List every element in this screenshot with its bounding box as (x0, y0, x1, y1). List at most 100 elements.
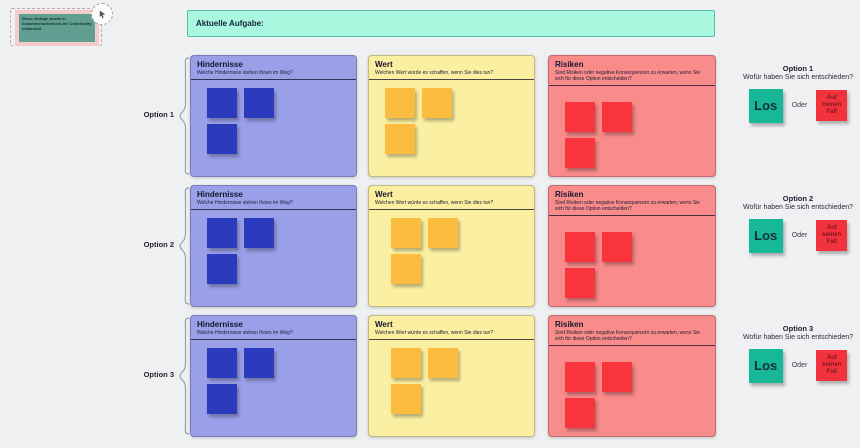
decision-title: Option 3 (782, 324, 814, 333)
panel-hindernisse-row3[interactable]: Hindernisse Welche Hindernisse stehen Ih… (190, 315, 357, 437)
panel-subtitle: Welchen Wert würde es schaffen, wenn Sie… (375, 330, 494, 336)
panel-title: Wert (375, 190, 393, 199)
no-go-sticky-note[interactable]: Auf keinen Fall (816, 220, 848, 251)
panel-body (369, 210, 534, 306)
collab-cursor-badge (91, 3, 113, 25)
option-row-3: Option 3 Hindernisse Welche Hindernisse … (0, 315, 860, 437)
panel-header: Hindernisse Welche Hindernisse stehen Ih… (191, 186, 356, 210)
panel-title: Hindernisse (197, 60, 243, 69)
sticky-note[interactable] (391, 218, 421, 248)
go-sticky-note[interactable]: Los (748, 88, 783, 123)
sticky-note[interactable] (207, 88, 237, 118)
sticky-note[interactable] (602, 232, 632, 262)
sticky-note[interactable] (565, 232, 595, 262)
panel-title: Risiken (555, 320, 584, 329)
sticky-note[interactable] (422, 88, 452, 118)
panel-subtitle: Welche Hindernisse stehen Ihnen im Weg? (197, 70, 293, 76)
sticky-note[interactable] (602, 102, 632, 132)
decision-question: Wofür haben Sie sich entschieden? (743, 204, 853, 211)
sticky-note[interactable] (565, 138, 595, 168)
sticky-note[interactable] (385, 88, 415, 118)
panel-header: Hindernisse Welche Hindernisse stehen Ih… (191, 316, 356, 340)
row-brace-icon (179, 187, 190, 305)
sticky-note[interactable] (428, 218, 458, 248)
row-label-option-3: Option 3 (143, 370, 174, 379)
or-label: Oder (791, 102, 808, 109)
task-banner-label: Aktuelle Aufgabe: (196, 19, 264, 28)
sticky-note[interactable] (565, 102, 595, 132)
panel-header: Risiken Sind Risiken oder negative Konse… (549, 56, 715, 86)
sticky-note[interactable] (244, 218, 274, 248)
sticky-note[interactable] (565, 398, 595, 428)
info-sticky-note[interactable]: Diese Vorlage wurde in Zusammenarbeit mi… (19, 14, 95, 42)
panel-body (191, 210, 356, 306)
no-go-sticky-note[interactable]: Auf keinen Fall (816, 350, 848, 381)
or-label: Oder (791, 362, 808, 369)
sticky-note[interactable] (428, 348, 458, 378)
panel-body (549, 86, 715, 176)
panel-wert-row2[interactable]: Wert Welchen Wert würde es schaffen, wen… (368, 185, 535, 307)
panel-risiken-row2[interactable]: Risiken Sind Risiken oder negative Konse… (548, 185, 716, 307)
panel-risiken-row3[interactable]: Risiken Sind Risiken oder negative Konse… (548, 315, 716, 437)
decision-block-option-1: Option 1 Wofür haben Sie sich entschiede… (736, 64, 860, 123)
sticky-note[interactable] (565, 268, 595, 298)
or-label: Oder (791, 232, 808, 239)
option-row-1: Option 1 Hindernisse Welche Hindernisse … (0, 55, 860, 177)
panel-risiken-row1[interactable]: Risiken Sind Risiken oder negative Konse… (548, 55, 716, 177)
panel-wert-row3[interactable]: Wert Welchen Wert würde es schaffen, wen… (368, 315, 535, 437)
decision-title: Option 1 (782, 64, 814, 73)
sticky-note[interactable] (207, 218, 237, 248)
panel-title: Hindernisse (197, 320, 243, 329)
decision-question: Wofür haben Sie sich entschieden? (743, 74, 853, 81)
panel-subtitle: Welchen Wert würde es schaffen, wenn Sie… (375, 70, 494, 76)
no-go-sticky-note[interactable]: Auf keinen Fall (816, 90, 848, 121)
info-note-selection-frame: Diese Vorlage wurde in Zusammenarbeit mi… (10, 3, 113, 46)
panel-header: Wert Welchen Wert würde es schaffen, wen… (369, 186, 534, 210)
panel-body (369, 80, 534, 176)
panel-wert-row1[interactable]: Wert Welchen Wert würde es schaffen, wen… (368, 55, 535, 177)
sticky-note[interactable] (207, 348, 237, 378)
decision-block-option-3: Option 3 Wofür haben Sie sich entschiede… (736, 324, 860, 383)
panel-title: Hindernisse (197, 190, 243, 199)
sticky-note[interactable] (565, 362, 595, 392)
sticky-note[interactable] (244, 88, 274, 118)
panel-subtitle: Welche Hindernisse stehen Ihnen im Weg? (197, 330, 293, 336)
panel-body (369, 340, 534, 436)
decision-choices: Los Oder Auf keinen Fall (736, 88, 860, 123)
panel-hindernisse-row2[interactable]: Hindernisse Welche Hindernisse stehen Ih… (190, 185, 357, 307)
row-label-option-2: Option 2 (143, 240, 174, 249)
panel-body (549, 346, 715, 436)
sticky-note[interactable] (391, 254, 421, 284)
panel-body (549, 216, 715, 306)
panel-hindernisse-row1[interactable]: Hindernisse Welche Hindernisse stehen Ih… (190, 55, 357, 177)
sticky-note[interactable] (207, 254, 237, 284)
sticky-note[interactable] (207, 124, 237, 154)
decision-choices: Los Oder Auf keinen Fall (736, 218, 860, 253)
panel-subtitle: Sind Risiken oder negative Konsequenzen … (555, 70, 701, 82)
go-sticky-note[interactable]: Los (748, 218, 783, 253)
sticky-note[interactable] (391, 348, 421, 378)
current-task-banner[interactable]: Aktuelle Aufgabe: (187, 10, 715, 37)
panel-title: Wert (375, 320, 393, 329)
sticky-note[interactable] (385, 124, 415, 154)
sticky-note[interactable] (391, 384, 421, 414)
panel-header: Risiken Sind Risiken oder negative Konse… (549, 186, 715, 216)
collab-cursor-icon (99, 10, 105, 18)
panel-title: Wert (375, 60, 393, 69)
panel-title: Risiken (555, 60, 584, 69)
row-brace-icon (179, 57, 190, 175)
panel-subtitle: Sind Risiken oder negative Konsequenzen … (555, 200, 701, 212)
panel-header: Wert Welchen Wert würde es schaffen, wen… (369, 316, 534, 340)
sticky-note[interactable] (602, 362, 632, 392)
decision-title: Option 2 (782, 194, 814, 203)
sticky-note[interactable] (207, 384, 237, 414)
decision-block-option-2: Option 2 Wofür haben Sie sich entschiede… (736, 194, 860, 253)
row-brace-icon (179, 317, 190, 435)
panel-body (191, 340, 356, 436)
panel-header: Wert Welchen Wert würde es schaffen, wen… (369, 56, 534, 80)
panel-header: Risiken Sind Risiken oder negative Konse… (549, 316, 715, 346)
go-sticky-note[interactable]: Los (748, 348, 783, 383)
sticky-note[interactable] (244, 348, 274, 378)
decision-choices: Los Oder Auf keinen Fall (736, 348, 860, 383)
